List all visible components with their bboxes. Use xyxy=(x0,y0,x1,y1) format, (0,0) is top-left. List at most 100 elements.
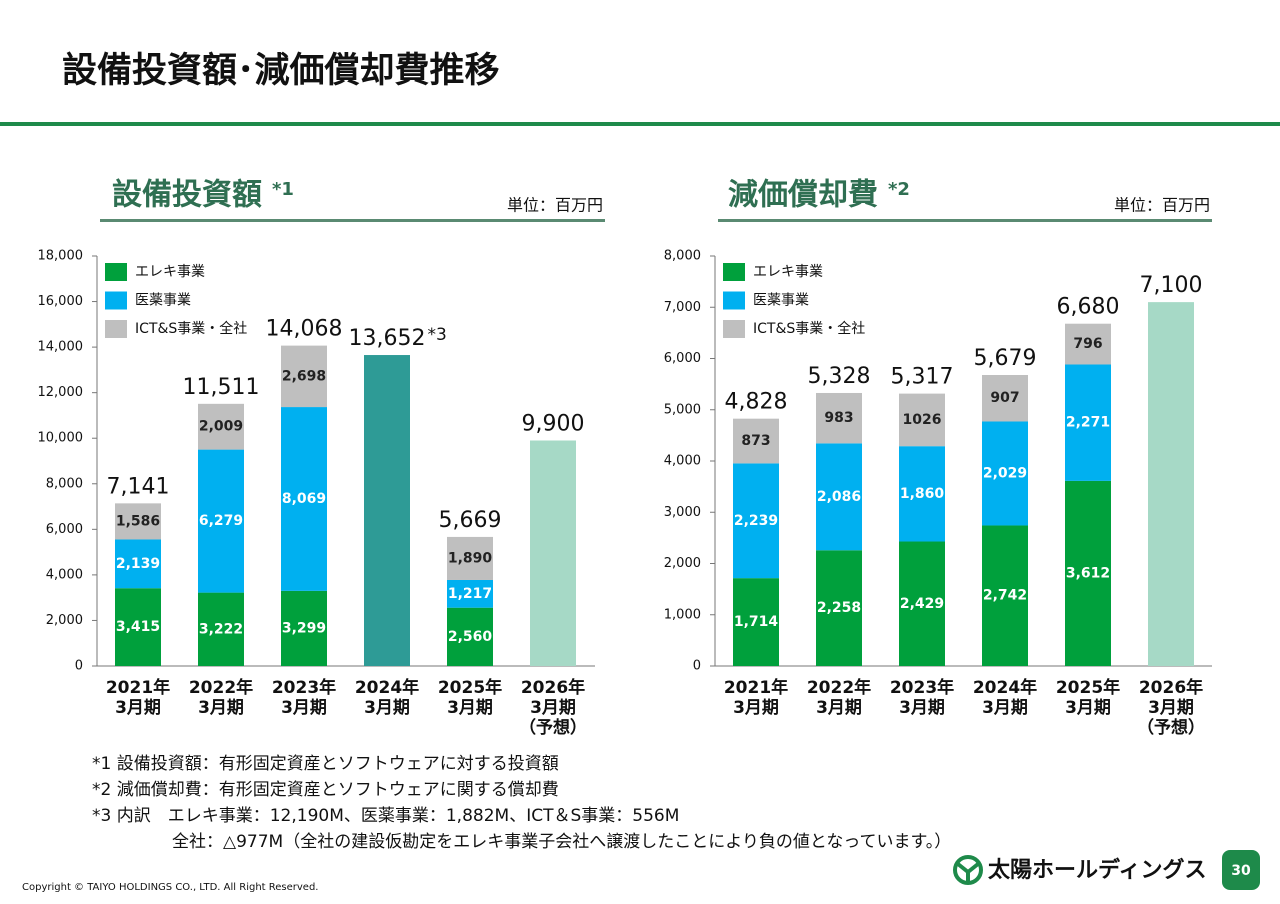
y-tick-label: 8,000 xyxy=(664,249,701,264)
x-tick-label: 2025年 xyxy=(1056,677,1120,698)
chart-title-note: *2 xyxy=(888,179,910,200)
segment-label: 907 xyxy=(990,390,1019,406)
bar-segment xyxy=(1065,480,1111,666)
footnote: *1 設備投資額：有形固定資産とソフトウェアに対する投資額 xyxy=(92,754,559,774)
bar-segment xyxy=(281,345,327,408)
bar-segment xyxy=(447,607,493,666)
segment-label: 3,222 xyxy=(199,621,243,637)
bar-segment xyxy=(115,503,161,540)
page-number: 30 xyxy=(1231,863,1251,879)
x-tick-label: 3月期 xyxy=(982,698,1028,718)
footnote: *2 減価償却費：有形固定資産とソフトウェアに関する償却費 xyxy=(92,780,559,800)
legend-label: ICT&S事業・全社 xyxy=(135,320,247,337)
total-label: 13,652 xyxy=(349,326,426,351)
page-number-box xyxy=(1222,850,1260,890)
total-label: 9,900 xyxy=(522,412,585,437)
segment-label: 2,258 xyxy=(817,600,861,616)
y-tick-label: 6,000 xyxy=(46,522,83,537)
segment-label: 1,860 xyxy=(900,486,945,502)
bar-segment xyxy=(115,588,161,666)
x-tick-label: 3月期 xyxy=(281,698,327,718)
x-tick-label: 2022年 xyxy=(189,677,253,698)
footnote: *3 内訳 エレキ事業：12,190M、医薬事業：1,882M、ICT＆S事業：… xyxy=(92,806,679,826)
bar-segment xyxy=(733,578,779,666)
logo-text: 太陽ホールディングス xyxy=(988,857,1206,883)
legend-swatch xyxy=(105,320,127,338)
legend-label: ICT&S事業・全社 xyxy=(753,320,865,337)
x-tick-label: （予想） xyxy=(1137,717,1205,738)
y-tick-label: 3,000 xyxy=(664,505,701,520)
unit-label: 単位：百万円 xyxy=(507,196,603,215)
footnote: 全社：△977M（全社の建設仮勘定をエレキ事業子会社へ譲渡したことにより負の値と… xyxy=(172,832,951,852)
title-rule xyxy=(0,122,1280,126)
legend-swatch xyxy=(723,291,745,310)
y-tick-label: 10,000 xyxy=(38,431,84,446)
legend-label: 医薬事業 xyxy=(135,293,191,309)
legend-swatch xyxy=(723,263,745,281)
segment-label: 2,029 xyxy=(983,465,1027,481)
segment-label: 796 xyxy=(1073,336,1102,352)
total-note: *3 xyxy=(427,325,446,345)
x-tick-label: 2024年 xyxy=(355,677,419,698)
bar-segment xyxy=(1065,364,1111,481)
x-tick-label: 3月期 xyxy=(115,698,161,718)
segment-label: 6,279 xyxy=(199,513,243,529)
y-tick-label: 4,000 xyxy=(664,454,701,469)
legend-swatch xyxy=(105,263,127,281)
x-tick-label: 3月期 xyxy=(198,698,244,718)
segment-label: 1,714 xyxy=(734,614,779,630)
segment-label: 983 xyxy=(824,410,853,426)
bar-segment xyxy=(899,393,945,447)
x-tick-label: 2026年 xyxy=(1139,677,1203,698)
legend-label: エレキ事業 xyxy=(753,264,823,280)
bar-segment xyxy=(899,446,945,542)
bar-segment xyxy=(198,403,244,450)
y-tick-label: 8,000 xyxy=(46,476,83,491)
segment-label: 3,299 xyxy=(282,620,326,636)
y-tick-label: 14,000 xyxy=(38,340,84,355)
segment-label: 1,217 xyxy=(448,586,492,602)
bar-segment xyxy=(899,541,945,666)
total-label: 11,511 xyxy=(183,375,260,400)
bar-segment xyxy=(816,392,862,444)
segment-label: 2,742 xyxy=(983,588,1027,604)
bar-segment xyxy=(733,463,779,579)
bar-segment xyxy=(733,418,779,464)
y-tick-label: 18,000 xyxy=(38,249,84,264)
chart-title-rule xyxy=(718,219,1212,222)
x-tick-label: 2026年 xyxy=(521,677,585,698)
total-label: 5,317 xyxy=(891,365,954,390)
segment-label: 2,086 xyxy=(817,489,861,505)
bar-segment xyxy=(198,449,244,593)
chart-title: 設備投資額 xyxy=(112,178,262,213)
total-label: 6,680 xyxy=(1057,295,1120,320)
page-title: 設備投資額･減価償却費推移 xyxy=(62,51,500,91)
chart-title: 減価償却費 xyxy=(728,178,878,213)
y-tick-label: 6,000 xyxy=(664,351,701,366)
bar-segment xyxy=(115,539,161,589)
segment-label: 2,560 xyxy=(448,629,493,645)
total-bar xyxy=(364,355,410,666)
bar-segment xyxy=(982,525,1028,666)
y-tick-label: 5,000 xyxy=(664,402,701,417)
legend-label: エレキ事業 xyxy=(135,264,205,280)
bar-segment xyxy=(447,536,493,580)
y-tick-label: 16,000 xyxy=(38,294,84,309)
segment-label: 2,271 xyxy=(1066,415,1110,431)
segment-label: 2,429 xyxy=(900,596,944,612)
x-tick-label: （予想） xyxy=(519,717,587,738)
segment-label: 1,586 xyxy=(116,513,160,529)
bar-segment xyxy=(982,421,1028,526)
x-tick-label: 3月期 xyxy=(816,698,862,718)
y-tick-label: 4,000 xyxy=(46,567,83,582)
x-tick-label: 2022年 xyxy=(807,677,871,698)
bar-segment xyxy=(982,375,1028,422)
y-tick-label: 0 xyxy=(75,659,83,674)
x-tick-label: 3月期 xyxy=(1065,698,1111,718)
x-tick-label: 2023年 xyxy=(272,677,336,698)
chart-title-rule xyxy=(100,219,605,222)
copyright: Copyright © TAIYO HOLDINGS CO., LTD. All… xyxy=(22,882,318,893)
logo-icon xyxy=(953,855,983,885)
bar-segment xyxy=(281,590,327,666)
